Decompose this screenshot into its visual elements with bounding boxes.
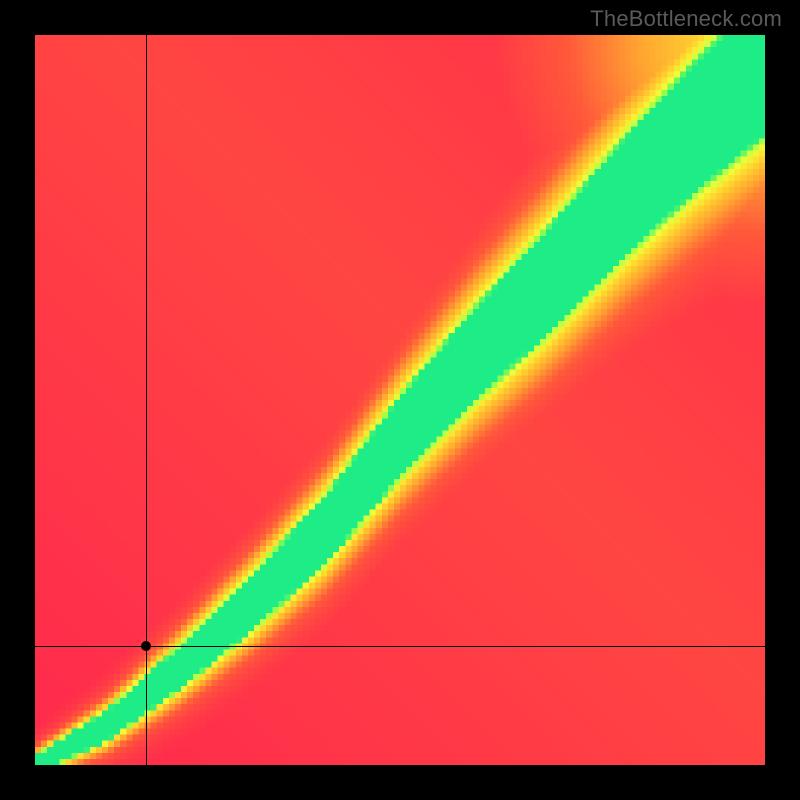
crosshair-marker: [141, 641, 151, 651]
chart-container: TheBottleneck.com: [0, 0, 800, 800]
crosshair-vertical: [146, 35, 147, 765]
heatmap-canvas: [35, 35, 765, 765]
plot-area: [35, 35, 765, 765]
watermark-text: TheBottleneck.com: [590, 6, 782, 32]
